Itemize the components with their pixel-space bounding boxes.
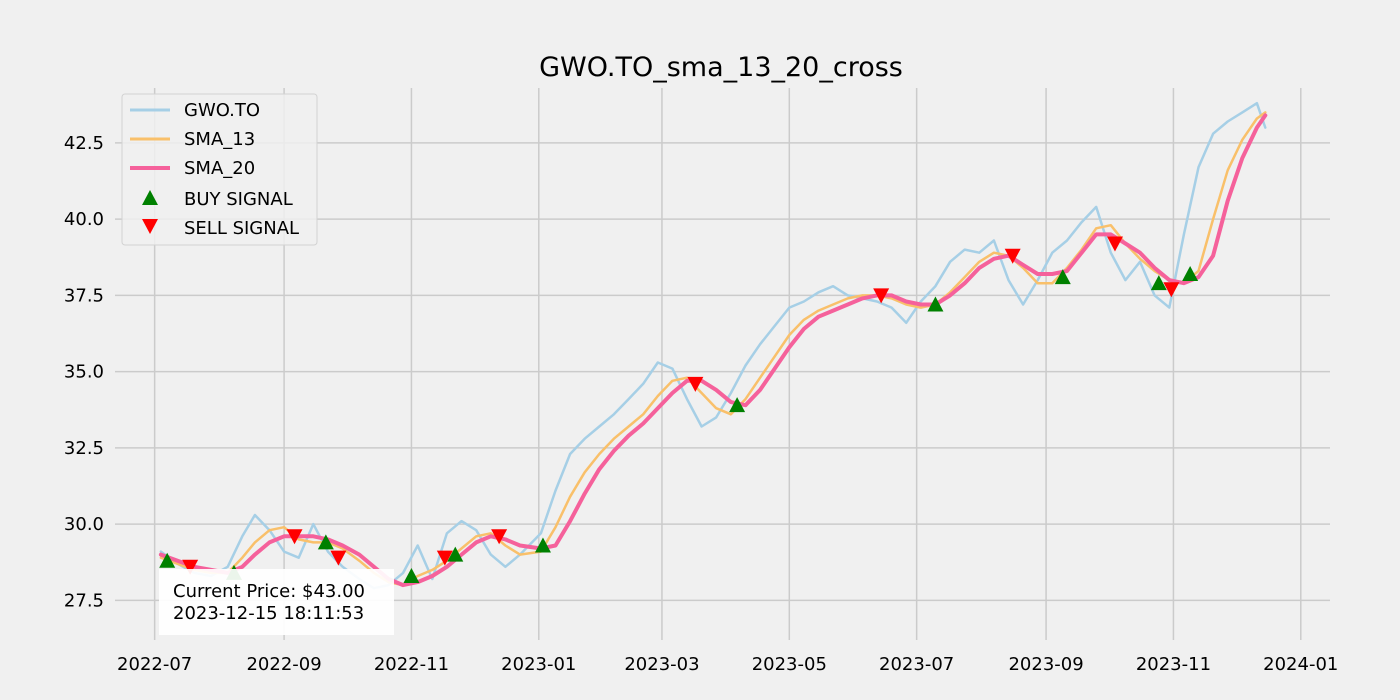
buy-signal-marker: [534, 537, 551, 553]
y-axis: 27.5 30.0 32.5 35.0 37.5 40.0 42.5: [64, 133, 104, 611]
x-tick-label: 2023-01: [501, 654, 576, 675]
y-tick-label: 40.0: [64, 209, 104, 230]
x-tick-label: 2022-07: [117, 654, 192, 675]
buy-signal-marker: [1150, 275, 1167, 291]
buy-signal-marker: [159, 552, 176, 568]
x-tick-label: 2023-03: [624, 654, 699, 675]
y-tick-label: 30.0: [64, 514, 104, 535]
buy-signal-marker: [1182, 266, 1199, 282]
series-line-sma-20: [158, 113, 1268, 588]
sell-signal-marker: [436, 550, 453, 566]
sell-signal-marker: [330, 550, 347, 566]
x-axis: 2022-07 2022-09 2022-11 2023-01 2023-03 2023-…: [117, 654, 1338, 675]
signal-markers: [159, 236, 1199, 583]
legend-label-sma-20: SMA_20: [184, 158, 255, 179]
legend-marker-sell: [142, 219, 158, 234]
y-tick-label: 42.5: [64, 133, 104, 154]
buy-signal-marker: [317, 534, 334, 550]
buy-signal-marker: [927, 296, 944, 312]
x-tick-label: 2024-01: [1263, 654, 1338, 675]
sell-signal-marker: [687, 376, 704, 392]
x-tick-label: 2022-09: [246, 654, 321, 675]
annotation-current-price: Current Price: $43.00: [173, 581, 365, 602]
buy-signal-marker: [1054, 269, 1071, 285]
legend-label-sma-13: SMA_13: [184, 129, 255, 150]
y-tick-label: 35.0: [64, 362, 104, 383]
annotation-box: [159, 569, 394, 635]
buy-signal-marker: [447, 546, 464, 562]
sell-signal-marker: [182, 559, 199, 575]
y-tick-label: 32.5: [64, 438, 104, 459]
x-tick-label: 2023-05: [752, 654, 827, 675]
legend-label-sell: SELL SIGNAL: [184, 218, 299, 239]
legend-marker-buy: [142, 190, 158, 205]
legend-label-gwo-to: GWO.TO: [184, 100, 260, 121]
x-tick-label: 2023-11: [1136, 654, 1211, 675]
legend-label-buy: BUY SIGNAL: [184, 189, 293, 210]
sell-signal-marker: [491, 529, 508, 545]
chart-title: GWO.TO_sma_13_20_cross: [539, 52, 903, 83]
y-tick-label: 37.5: [64, 285, 104, 306]
sell-signal-marker: [1163, 282, 1180, 298]
x-tick-label: 2023-07: [879, 654, 954, 675]
buy-signal-marker: [729, 397, 746, 413]
y-tick-label: 27.5: [64, 590, 104, 611]
sell-signal-marker: [1004, 248, 1021, 264]
sell-signal-marker: [286, 529, 303, 545]
legend: GWO.TO SMA_13 SMA_20 BUY SIGNAL SELL SIG…: [121, 93, 318, 246]
current-price-annotation: Current Price: $43.00 2023-12-15 18:11:5…: [159, 569, 394, 635]
legend-box: [121, 93, 318, 246]
x-tick-label: 2022-11: [374, 654, 449, 675]
sell-signal-marker: [1106, 236, 1123, 252]
x-tick-label: 2023-09: [1008, 654, 1083, 675]
buy-signal-marker: [403, 567, 420, 583]
series-line-sma-13: [159, 111, 1267, 587]
annotation-timestamp: 2023-12-15 18:11:53: [173, 603, 364, 624]
sell-signal-marker: [873, 288, 890, 304]
